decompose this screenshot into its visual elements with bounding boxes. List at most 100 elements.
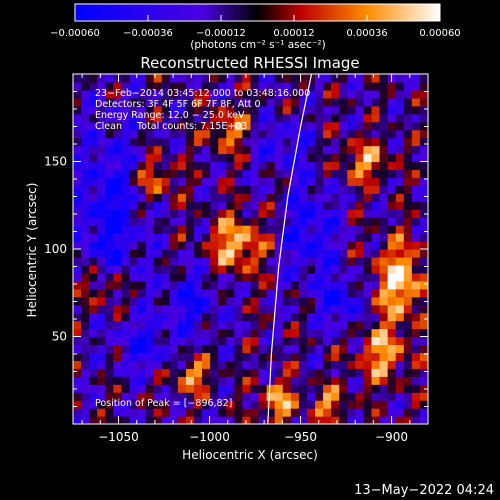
heatmap-cell: [419, 161, 428, 171]
heatmap-cell: [194, 408, 203, 417]
heatmap-cell: [379, 384, 389, 393]
heatmap-cell: [387, 185, 397, 194]
heatmap-cell: [89, 288, 98, 298]
heatmap-cell: [250, 97, 260, 107]
heatmap-cell: [145, 153, 155, 163]
heatmap-cell: [298, 256, 308, 266]
heatmap-cell: [218, 336, 227, 346]
heatmap-cell: [210, 344, 219, 353]
heatmap-cell: [274, 272, 284, 282]
heatmap-cell: [323, 74, 332, 83]
heatmap-cell: [266, 169, 276, 178]
heatmap-cell: [129, 392, 139, 401]
heatmap-cell: [306, 416, 316, 424]
heatmap-cell: [105, 121, 114, 131]
heatmap-cell: [161, 137, 171, 147]
heatmap-cell: [153, 225, 163, 234]
heatmap-cell: [323, 360, 332, 369]
heatmap-cell: [306, 296, 316, 306]
heatmap-cell: [161, 376, 171, 385]
heatmap-cell: [202, 97, 211, 107]
heatmap-cell: [403, 392, 413, 401]
heatmap-cell: [218, 225, 227, 234]
heatmap-cell: [226, 352, 235, 361]
heatmap-cell: [331, 81, 340, 91]
heatmap-cell: [81, 105, 90, 115]
heatmap-cell: [411, 209, 421, 218]
heatmap-cell: [363, 400, 373, 409]
heatmap-cell: [145, 169, 155, 178]
heatmap-cell: [266, 145, 276, 155]
heatmap-cell: [97, 74, 106, 83]
heatmap-cell: [234, 368, 244, 377]
heatmap-cell: [121, 392, 131, 401]
heatmap-cell: [97, 400, 106, 409]
heatmap-cell: [210, 177, 219, 186]
heatmap-cell: [315, 177, 324, 186]
heatmap-cell: [258, 113, 268, 123]
heatmap-cell: [274, 129, 284, 139]
heatmap-cell: [363, 344, 373, 353]
heatmap-cell: [379, 360, 389, 369]
heatmap-cell: [387, 408, 397, 417]
heatmap-cell: [347, 376, 356, 385]
heatmap-cell: [177, 288, 187, 298]
heatmap-cell: [185, 201, 195, 210]
heatmap-cell: [258, 201, 268, 210]
heatmap-cell: [306, 280, 316, 290]
heatmap-cell: [185, 272, 195, 282]
heatmap-cell: [169, 225, 179, 234]
heatmap-cell: [97, 304, 106, 314]
heatmap-cell: [177, 368, 187, 377]
heatmap-cell: [145, 312, 155, 322]
heatmap-cell: [387, 129, 397, 139]
heatmap-cell: [97, 145, 106, 155]
heatmap-cell: [97, 280, 106, 290]
heatmap-cell: [210, 113, 219, 123]
heatmap-cell: [339, 129, 348, 139]
heatmap-cell: [81, 376, 90, 385]
heatmap-cell: [315, 81, 324, 91]
heatmap-cell: [411, 81, 421, 91]
heatmap-cell: [97, 105, 106, 115]
heatmap-cell: [113, 113, 123, 123]
heatmap-cell: [395, 249, 405, 258]
heatmap-cell: [169, 129, 179, 139]
heatmap-cell: [395, 241, 405, 250]
colorbar-tick-label: −0.00060: [50, 28, 100, 39]
heatmap-cell: [363, 153, 373, 163]
heatmap-cell: [226, 328, 235, 338]
heatmap-cell: [258, 392, 268, 401]
heatmap-cell: [331, 376, 340, 385]
heatmap-cell: [137, 193, 147, 202]
heatmap-cell: [331, 249, 340, 258]
heatmap-cell: [234, 376, 244, 385]
heatmap-cell: [387, 81, 397, 91]
heatmap-cell: [89, 408, 98, 417]
heatmap-cell: [387, 256, 397, 266]
heatmap-cell: [290, 280, 300, 290]
heatmap-cell: [419, 288, 428, 298]
heatmap-cell: [210, 352, 219, 361]
heatmap-cell: [282, 384, 292, 393]
heatmap-cell: [315, 97, 324, 107]
heatmap-cell: [153, 360, 163, 369]
heatmap-cell: [274, 304, 284, 314]
heatmap-cell: [81, 74, 90, 83]
heatmap-cell: [395, 272, 405, 282]
heatmap-cell: [331, 145, 340, 155]
heatmap-cell: [258, 169, 268, 178]
heatmap-cell: [234, 145, 244, 155]
heatmap-cell: [185, 177, 195, 186]
heatmap-cell: [363, 408, 373, 417]
heatmap-cell: [347, 328, 356, 338]
heatmap-cell: [274, 177, 284, 186]
heatmap-cell: [315, 169, 324, 178]
heatmap-cell: [363, 416, 373, 424]
heatmap-cell: [97, 264, 106, 274]
heatmap-cell: [315, 113, 324, 123]
heatmap-cell: [331, 97, 340, 107]
heatmap-cell: [137, 177, 147, 186]
heatmap-cell: [242, 113, 252, 123]
heatmap-cell: [282, 352, 292, 361]
